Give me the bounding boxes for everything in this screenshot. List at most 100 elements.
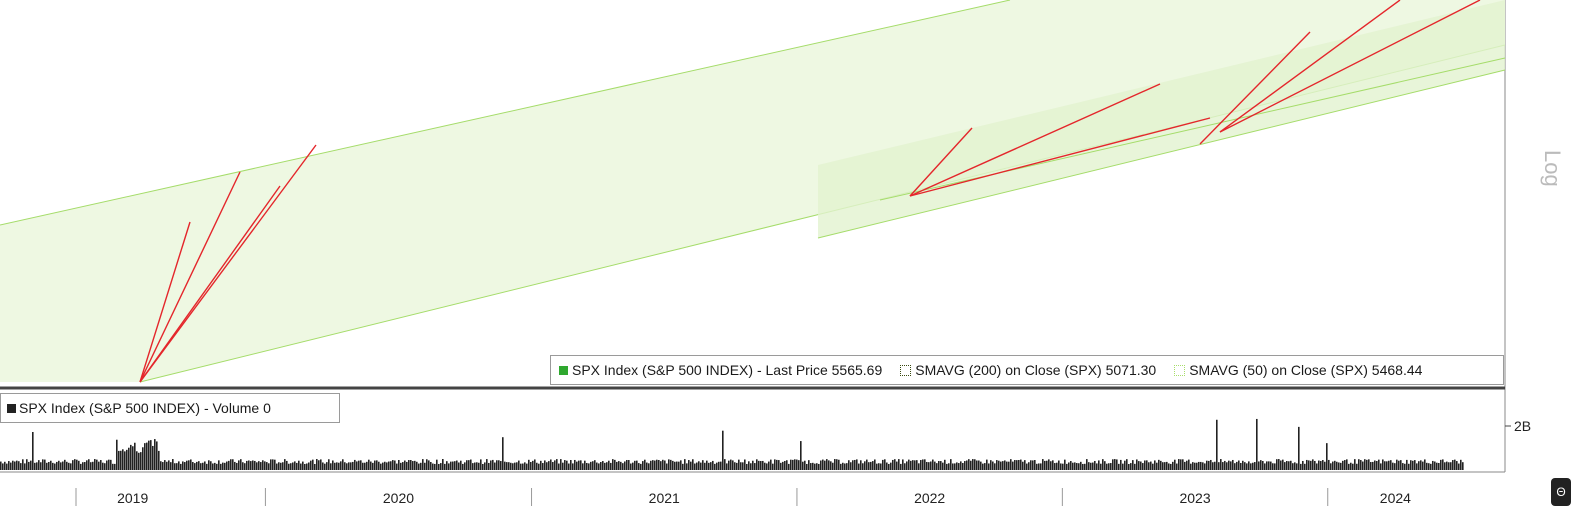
volume-bar	[688, 460, 690, 470]
volume-bar	[18, 461, 20, 470]
volume-bar	[154, 439, 156, 470]
volume-bar	[926, 461, 928, 470]
volume-bar	[336, 462, 338, 470]
volume-bar	[1410, 460, 1412, 470]
volume-bar	[1108, 463, 1110, 470]
volume-bar	[346, 463, 348, 470]
volume-bar	[968, 459, 970, 470]
volume-bar	[8, 461, 10, 470]
volume-bar	[152, 445, 154, 470]
volume-bar	[422, 459, 424, 470]
volume-bar	[26, 459, 28, 470]
volume-bar	[864, 461, 866, 470]
volume-bar	[944, 459, 946, 470]
volume-bar	[1380, 463, 1382, 470]
volume-bar	[56, 461, 58, 470]
volume-bar	[560, 459, 562, 470]
volume-bar	[664, 460, 666, 470]
volume-bar	[410, 460, 412, 470]
volume-bar	[892, 459, 894, 470]
volume-bar	[984, 463, 986, 470]
volume-legend-swatch	[7, 403, 16, 413]
volume-bar	[406, 461, 408, 470]
volume-bar	[708, 462, 710, 470]
volume-bar	[316, 459, 318, 470]
volume-bar	[138, 452, 140, 470]
volume-bar	[1456, 461, 1458, 470]
volume-bar	[76, 459, 78, 470]
volume-bar	[1072, 462, 1074, 470]
volume-bar	[578, 460, 580, 470]
lower-channel-fill	[818, 0, 1505, 238]
volume-bar	[342, 459, 344, 470]
volume-bar	[758, 460, 760, 470]
volume-bar	[282, 462, 284, 470]
volume-bar	[1042, 459, 1044, 470]
settings-button[interactable]: Θ	[1551, 478, 1571, 506]
volume-bar	[632, 462, 634, 470]
volume-bar	[572, 463, 574, 470]
volume-bar	[1362, 461, 1364, 470]
volume-bar	[824, 460, 826, 470]
volume-bar	[1336, 461, 1338, 470]
volume-bar	[510, 462, 512, 470]
volume-bar	[1192, 462, 1194, 470]
volume-bar	[14, 461, 16, 470]
volume-bar	[356, 461, 358, 470]
volume-bar	[1240, 462, 1242, 470]
volume-bar	[1386, 461, 1388, 470]
volume-bar	[920, 460, 922, 470]
volume-bar	[352, 461, 354, 470]
volume-bar	[1310, 460, 1312, 470]
volume-bar	[424, 462, 426, 470]
volume-bar	[1418, 461, 1420, 470]
trend-line-9	[1219, 0, 1481, 133]
volume-bar	[532, 460, 534, 470]
volume-bar	[344, 462, 346, 470]
volume-bar	[648, 463, 650, 470]
volume-bar	[674, 461, 676, 470]
volume-bar	[966, 460, 968, 470]
volume-bar	[932, 459, 934, 470]
volume-bar	[84, 462, 86, 470]
volume-bar	[1184, 461, 1186, 470]
volume-bar	[80, 463, 82, 470]
volume-bar	[978, 460, 980, 470]
volume-bar	[642, 461, 644, 470]
volume-bar	[1354, 459, 1356, 470]
volume-bar	[614, 459, 616, 470]
volume-bar	[30, 460, 32, 470]
volume-bar	[838, 459, 840, 470]
volume-bar	[768, 461, 770, 470]
volume-bar	[454, 461, 456, 470]
volume-bar	[1130, 463, 1132, 470]
volume-bar	[438, 463, 440, 470]
volume-bar	[1230, 461, 1232, 470]
volume-bar	[1412, 460, 1414, 470]
volume-bar	[240, 459, 242, 470]
volume-bar	[486, 459, 488, 470]
volume-bar	[298, 460, 300, 470]
volume-bar	[32, 432, 34, 470]
volume-bar	[494, 462, 496, 470]
volume-bar	[292, 462, 294, 470]
volume-bar	[604, 462, 606, 470]
volume-bar	[1156, 462, 1158, 470]
volume-bar	[1056, 462, 1058, 470]
volume-bar	[206, 463, 208, 470]
volume-bar	[268, 463, 270, 470]
volume-bar	[1390, 460, 1392, 470]
volume-tick-label-0: 2B	[1514, 418, 1531, 434]
volume-bar	[1068, 462, 1070, 470]
volume-bar	[1298, 426, 1300, 470]
volume-bar	[586, 462, 588, 470]
volume-bar	[842, 462, 844, 470]
volume-bar	[902, 459, 904, 470]
volume-bar	[1122, 463, 1124, 470]
volume-bar	[1262, 461, 1264, 470]
volume-bar	[1434, 461, 1436, 470]
volume-bar	[1204, 463, 1206, 470]
volume-bar	[166, 461, 168, 470]
volume-bar	[524, 462, 526, 470]
volume-bar	[126, 449, 128, 470]
